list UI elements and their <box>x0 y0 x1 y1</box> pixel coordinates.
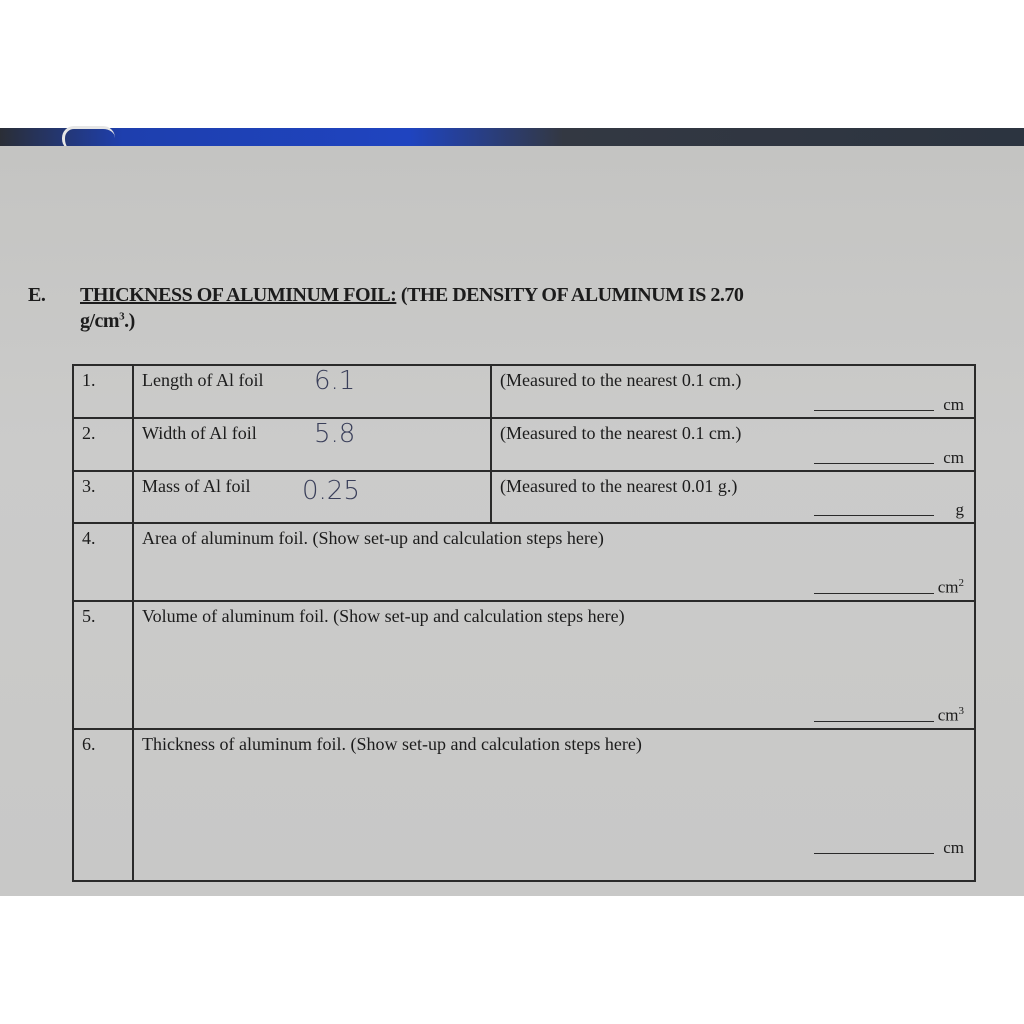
handwritten-value: 6.1 <box>314 366 356 396</box>
handwritten-value: 0.25 <box>302 476 360 506</box>
answer-cell[interactable]: (Measured to the nearest 0.1 cm.) cm <box>490 417 976 472</box>
row-number: 2. <box>72 417 134 472</box>
answer-line <box>814 515 934 516</box>
unit-label: g <box>955 500 965 519</box>
density-unit-sup: 3 <box>119 310 125 323</box>
row-label: Width of Al foil <box>142 423 257 443</box>
section-letter: E. <box>28 284 46 306</box>
row-label-cell: Length of Al foil 6.1 <box>132 364 492 419</box>
work-cell[interactable]: Volume of aluminum foil. (Show set-up an… <box>132 600 976 730</box>
measurement-table: 1. Length of Al foil 6.1 (Measured to the… <box>72 364 976 882</box>
binder-clip <box>62 126 115 151</box>
answer-line <box>814 410 934 411</box>
answer-cell[interactable]: (Measured to the nearest 0.01 g.) g <box>490 470 976 524</box>
row-label: Volume of aluminum foil. (Show set-up an… <box>142 606 625 626</box>
row-label: Length of Al foil <box>142 370 264 390</box>
row-number: 3. <box>72 470 134 524</box>
unit-label: cm <box>943 395 964 414</box>
row-number: 1. <box>72 364 134 419</box>
answer-line <box>814 463 934 464</box>
measurement-note: (Measured to the nearest 0.1 cm.) <box>500 423 742 443</box>
answer-line <box>814 593 934 594</box>
section-title: THICKNESS OF ALUMINUM FOIL: <box>80 284 397 306</box>
work-cell[interactable]: Area of aluminum foil. (Show set-up and … <box>132 522 976 602</box>
answer-line <box>814 853 934 854</box>
table-row: 5. Volume of aluminum foil. (Show set-up… <box>72 600 976 730</box>
table-row: 1. Length of Al foil 6.1 (Measured to the… <box>72 364 976 419</box>
unit-label: cm3 <box>937 705 964 725</box>
table-row: 4. Area of aluminum foil. (Show set-up a… <box>72 522 976 602</box>
handwritten-value: 5.8 <box>314 419 356 449</box>
row-number: 6. <box>72 728 134 882</box>
row-label: Mass of Al foil <box>142 476 251 496</box>
unit-label: cm <box>943 448 964 467</box>
density-unit: g/cm <box>80 310 120 332</box>
row-label: Area of aluminum foil. (Show set-up and … <box>142 528 604 548</box>
row-label: Thickness of aluminum foil. (Show set-up… <box>142 734 642 754</box>
table-row: 6. Thickness of aluminum foil. (Show set… <box>72 728 976 882</box>
unit-label: cm <box>943 838 964 857</box>
section-subtitle: (THE DENSITY OF ALUMINUM IS 2.70 <box>400 284 744 306</box>
row-number: 5. <box>72 600 134 730</box>
measurement-note: (Measured to the nearest 0.01 g.) <box>500 476 738 496</box>
row-label-cell: Mass of Al foil 0.25 <box>132 470 492 524</box>
work-cell[interactable]: Thickness of aluminum foil. (Show set-up… <box>132 728 976 882</box>
answer-cell[interactable]: (Measured to the nearest 0.1 cm.) cm <box>490 364 976 419</box>
row-number: 4. <box>72 522 134 602</box>
table-row: 3. Mass of Al foil 0.25 (Measured to the … <box>72 470 976 524</box>
measurement-note: (Measured to the nearest 0.1 cm.) <box>500 370 742 390</box>
row-label-cell: Width of Al foil 5.8 <box>132 417 492 472</box>
density-unit-end: .) <box>124 310 135 332</box>
table-row: 2. Width of Al foil 5.8 (Measured to the … <box>72 417 976 472</box>
answer-line <box>814 721 934 722</box>
unit-label: cm2 <box>937 577 964 597</box>
